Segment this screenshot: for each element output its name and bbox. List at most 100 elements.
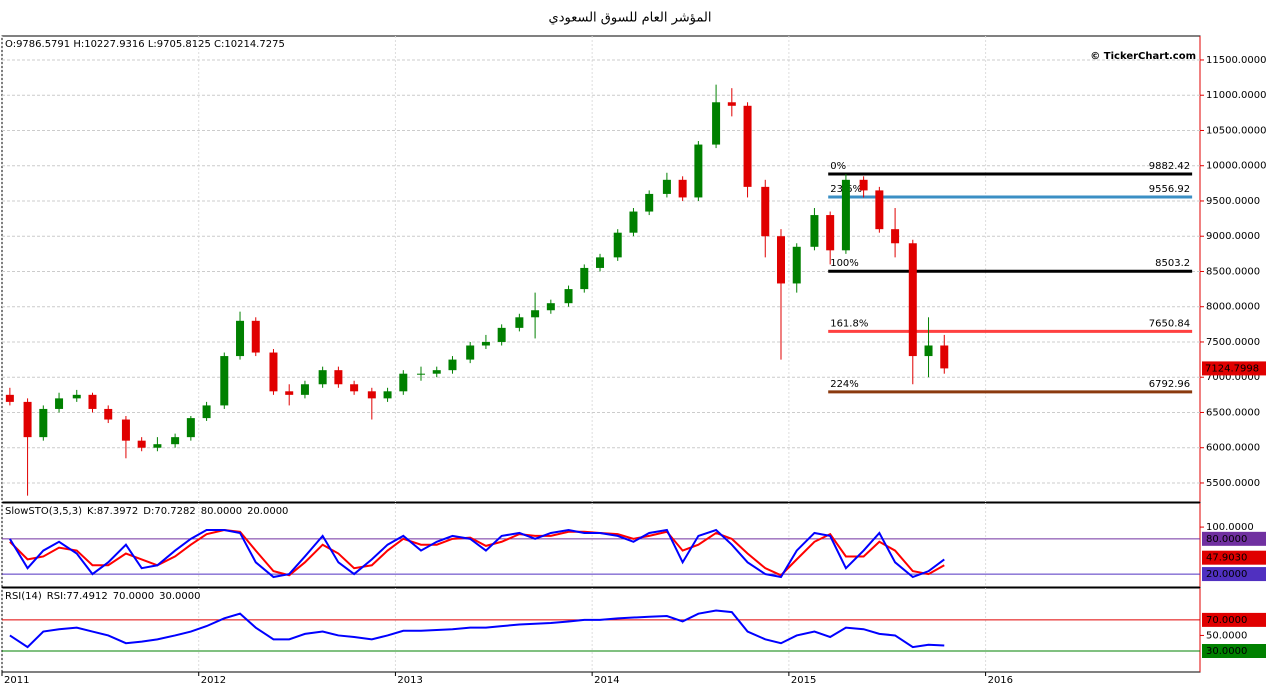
- candle-body: [399, 373, 408, 392]
- candle-body: [269, 352, 278, 392]
- candle-body: [5, 394, 14, 402]
- y-tick-label: 9500.0000: [1206, 196, 1260, 207]
- panel-frame: [1, 35, 1201, 503]
- last-price-box: [1202, 361, 1266, 376]
- last-value: 47.9030: [1206, 553, 1247, 564]
- candle-body: [531, 310, 540, 318]
- candle-body: [251, 320, 260, 353]
- fib-value: 9882.42: [1149, 161, 1190, 172]
- x-tick-label: 2011: [4, 675, 29, 686]
- level-box: [1202, 612, 1266, 627]
- candle-body: [662, 179, 671, 194]
- candle-body: [792, 246, 801, 284]
- last-price: 7124.7998: [1205, 363, 1259, 374]
- last-value-box: [1202, 550, 1266, 565]
- y-tick-label: 7500.0000: [1206, 337, 1260, 348]
- indicator-readout: D:70.7282: [143, 506, 195, 517]
- candle-body: [23, 401, 32, 438]
- candle-body: [678, 179, 687, 198]
- y-tick-label: 9000.0000: [1206, 231, 1260, 242]
- y-tick-label: 8500.0000: [1206, 266, 1260, 277]
- candle-body: [727, 102, 736, 106]
- level-box: [1202, 644, 1266, 658]
- fib-pct: 100%: [830, 258, 859, 269]
- fib-pct: 224%: [830, 379, 859, 390]
- candle-body: [810, 215, 819, 247]
- candle-body: [841, 179, 850, 251]
- fib-pct: 0%: [830, 161, 846, 172]
- candle-body: [318, 370, 327, 385]
- candle-body: [826, 215, 835, 251]
- y-tick-label: 100.0000: [1206, 522, 1254, 533]
- level-readout: 20.0000: [247, 506, 288, 517]
- level-readout: 70.0000: [113, 591, 154, 602]
- fib-value: 9556.92: [1149, 184, 1190, 195]
- indicator-line: [9, 609, 945, 649]
- candle-body: [761, 186, 770, 237]
- candle-body: [72, 394, 81, 399]
- level-readout: 80.0000: [201, 506, 242, 517]
- candle-body: [875, 190, 884, 230]
- candle-body: [350, 384, 359, 392]
- level-box: [1202, 531, 1266, 546]
- candle-body: [564, 289, 573, 304]
- watermark: © TickerChart.com: [1090, 51, 1196, 62]
- indicator-line: [9, 529, 945, 577]
- y-tick-label: 8000.0000: [1206, 302, 1260, 313]
- candle-body: [712, 102, 721, 145]
- level-box: [1202, 567, 1266, 582]
- candle-body: [629, 211, 638, 233]
- x-tick-label: 2015: [791, 675, 816, 686]
- indicator-readout: K:87.3972: [87, 506, 138, 517]
- candle-body: [613, 232, 622, 258]
- y-tick-label: 6500.0000: [1206, 407, 1260, 418]
- candle-body: [417, 373, 426, 375]
- x-tick-label: 2016: [988, 675, 1013, 686]
- y-tick-label: 11500.0000: [1206, 55, 1266, 66]
- indicator-line: [9, 528, 945, 579]
- y-tick-label: 7000.0000: [1206, 372, 1260, 383]
- y-tick-label: 11000.0000: [1206, 90, 1266, 101]
- fib-value: 8503.2: [1155, 258, 1190, 269]
- fib-value: 6792.96: [1149, 379, 1190, 390]
- candle-body: [432, 370, 441, 374]
- level-label: 80.0000: [1206, 534, 1247, 545]
- level-label: 20.0000: [1206, 569, 1247, 580]
- y-tick-label: 50.0000: [1206, 630, 1247, 641]
- ohlc-readout: O:9786.5791 H:10227.9316 L:9705.8125 C:1…: [5, 39, 285, 50]
- candle-body: [202, 405, 211, 419]
- candle-body: [908, 243, 917, 357]
- candle-body: [776, 236, 785, 284]
- candle-body: [137, 440, 146, 448]
- candle-body: [466, 345, 475, 360]
- candle-body: [580, 267, 589, 290]
- candle-body: [694, 144, 703, 198]
- candle-body: [300, 384, 309, 395]
- candle-body: [645, 193, 654, 212]
- candle-body: [891, 229, 900, 244]
- candle-body: [481, 341, 490, 346]
- candle-body: [596, 257, 605, 268]
- x-tick-label: 2014: [594, 675, 619, 686]
- candle-body: [88, 394, 97, 409]
- indicator-readout: RSI:77.4912: [47, 591, 108, 602]
- candle-body: [743, 105, 752, 187]
- candle-body: [448, 359, 457, 371]
- candle-body: [121, 419, 130, 441]
- candle-body: [497, 327, 506, 342]
- candle-body: [383, 391, 392, 399]
- candle-body: [924, 345, 933, 357]
- candle-body: [940, 345, 949, 369]
- y-tick-label: 6000.0000: [1206, 443, 1260, 454]
- candle-body: [285, 391, 294, 395]
- candle-body: [859, 179, 868, 191]
- x-tick-label: 2013: [397, 675, 422, 686]
- candle-body: [55, 398, 64, 409]
- candle-body: [220, 356, 229, 406]
- candle-body: [171, 437, 180, 445]
- candle-body: [39, 408, 48, 438]
- chart-title: المؤشر العام للسوق السعودي: [549, 11, 712, 26]
- level-readout: 30.0000: [159, 591, 200, 602]
- candle-body: [236, 320, 245, 357]
